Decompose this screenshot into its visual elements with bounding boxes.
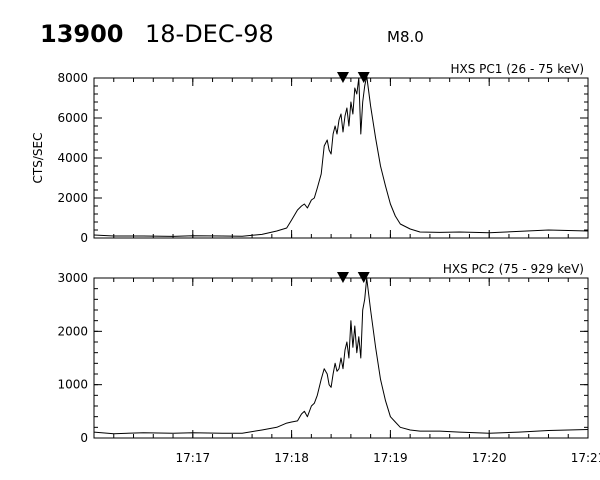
ytick-label-pc2: 3000	[57, 271, 88, 285]
panel-pc2: HXS PC2 (75 - 929 keV) 0 1000 2000 3000 17:17…	[57, 262, 600, 465]
ytick-label-pc1: 6000	[57, 111, 88, 125]
ytick-label-pc1: 0	[80, 231, 88, 245]
xtick-label-pc2: 17:19	[373, 451, 408, 465]
event-date: 18-DEC-98	[145, 20, 274, 48]
panel-title-pc1: HXS PC1 (26 - 75 keV)	[450, 62, 584, 76]
series-line-pc2	[93, 277, 589, 435]
ytick-label-pc1: 2000	[57, 191, 88, 205]
time-marker-pc1	[357, 72, 370, 83]
xtick-label-pc2: 17:20	[472, 451, 507, 465]
ytick-label-pc1: 8000	[57, 71, 88, 85]
xtick-label-pc2: 17:21	[571, 451, 600, 465]
ytick-label-pc2: 0	[80, 431, 88, 445]
ytick-label-pc2: 2000	[57, 324, 88, 338]
time-marker-pc1	[336, 72, 349, 83]
xtick-label-pc2: 17:17	[176, 451, 211, 465]
time-marker-pc2	[357, 272, 370, 283]
xtick-label-pc2: 17:18	[274, 451, 309, 465]
time-marker-pc2	[336, 272, 349, 283]
series-line-pc1	[93, 75, 589, 237]
y-axis-label-pc1: CTS/SEC	[31, 133, 45, 184]
plot-frame-pc1	[93, 77, 589, 239]
event-id: 13900	[40, 20, 124, 48]
ytick-label-pc1: 4000	[57, 151, 88, 165]
panel-pc1: HXS PC1 (26 - 75 keV) 0 2000 4000 6000 8000 CT…	[31, 62, 589, 245]
flare-class: M8.0	[387, 28, 424, 46]
panel-title-pc2: HXS PC2 (75 - 929 keV)	[443, 262, 584, 276]
ytick-label-pc2: 1000	[57, 378, 88, 392]
